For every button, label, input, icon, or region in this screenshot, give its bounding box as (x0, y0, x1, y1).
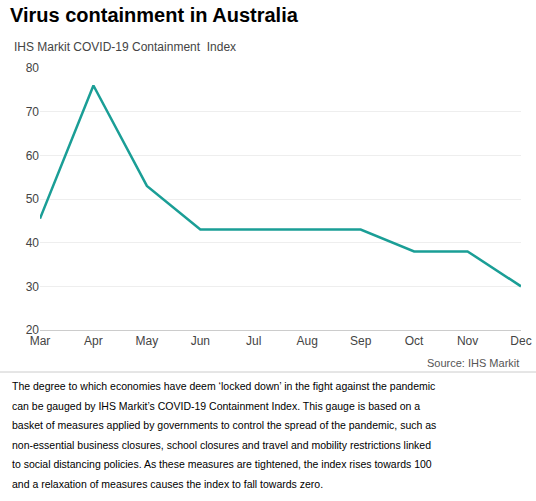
svg-text:Nov: Nov (457, 334, 478, 348)
svg-text:40: 40 (26, 236, 40, 250)
svg-text:Apr: Apr (84, 334, 103, 348)
svg-text:May: May (136, 334, 159, 348)
svg-text:IHS Markit COVID-19 Containmen: IHS Markit COVID-19 Containment Index (14, 40, 236, 54)
svg-text:50: 50 (26, 192, 40, 206)
svg-text:can be gauged by IHS Markit’s: can be gauged by IHS Markit’s COVID-19 C… (12, 400, 420, 412)
svg-text:Virus containment in Australia: Virus containment in Australia (10, 4, 299, 26)
svg-text:Dec: Dec (510, 334, 531, 348)
svg-text:Sep: Sep (350, 334, 372, 348)
svg-text:Source: IHS Markit: Source: IHS Markit (427, 357, 519, 369)
svg-text:basket of measures applied by: basket of measures applied by government… (12, 419, 436, 431)
svg-text:and a relaxation of measures c: and a relaxation of measures causes the … (12, 478, 323, 490)
svg-text:80: 80 (26, 61, 40, 75)
svg-text:Jul: Jul (246, 334, 261, 348)
svg-text:to social distancing policies.: to social distancing policies. As these … (12, 458, 432, 470)
svg-text:30: 30 (26, 280, 40, 294)
svg-text:non-essential business closure: non-essential business closures, school … (12, 439, 431, 451)
svg-text:Mar: Mar (30, 334, 51, 348)
svg-text:70: 70 (26, 105, 40, 119)
svg-text:Oct: Oct (405, 334, 424, 348)
svg-text:The degree to which economies: The degree to which economies have deem … (12, 380, 435, 392)
svg-text:60: 60 (26, 149, 40, 163)
svg-text:Aug: Aug (297, 334, 318, 348)
svg-text:20: 20 (26, 323, 40, 337)
svg-text:Jun: Jun (191, 334, 210, 348)
